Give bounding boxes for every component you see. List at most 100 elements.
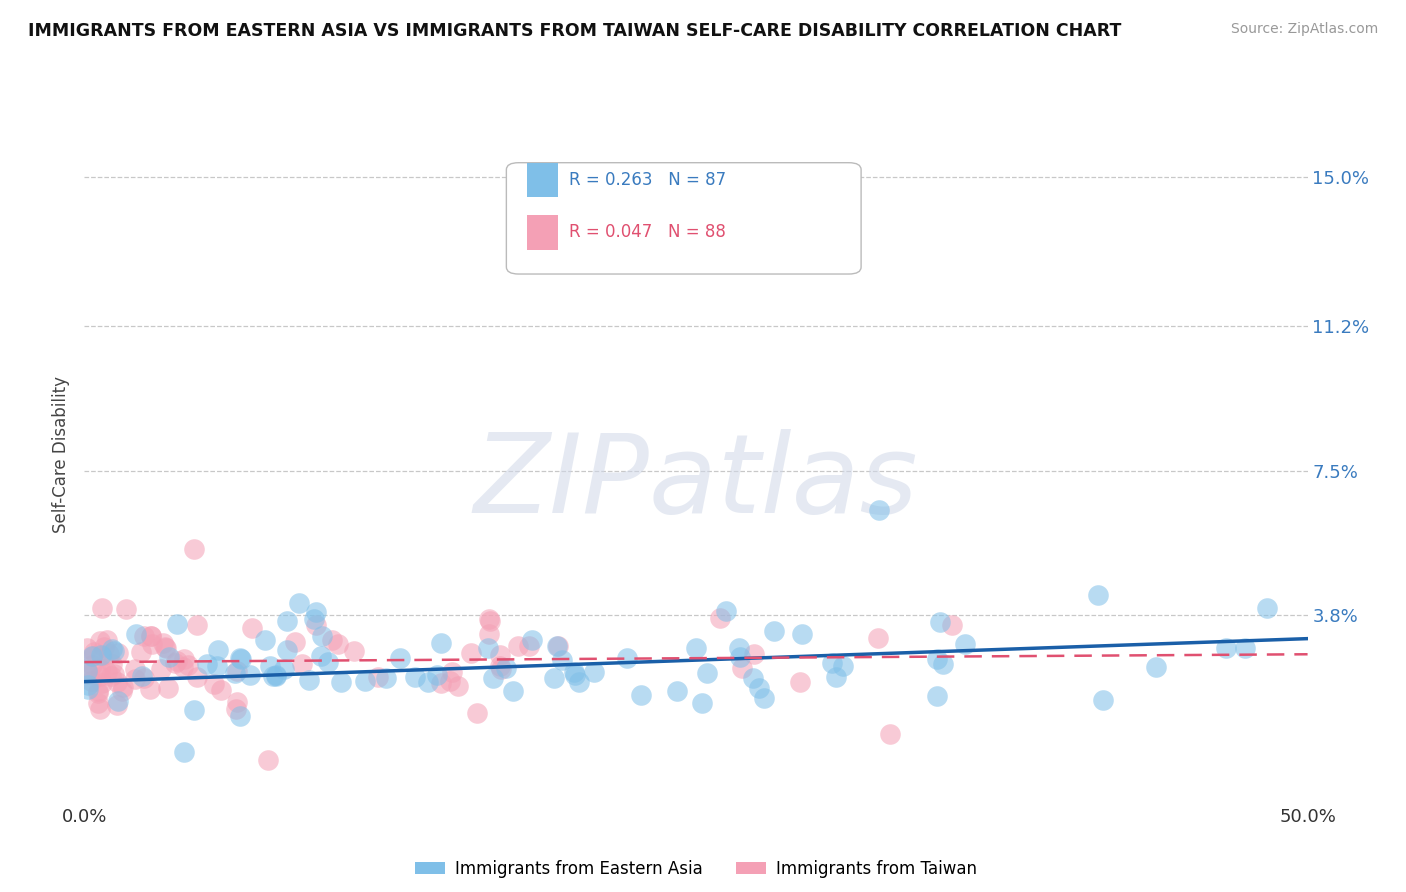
Point xyxy=(728,641,751,656)
Point xyxy=(564,665,586,679)
Bar xyxy=(527,162,558,197)
Point xyxy=(927,652,949,666)
Point xyxy=(624,217,647,231)
Text: ZIPatlas: ZIPatlas xyxy=(474,429,918,536)
Point xyxy=(225,702,247,716)
Point xyxy=(491,662,513,676)
Point xyxy=(1144,660,1167,674)
Point xyxy=(430,636,453,650)
Point xyxy=(202,677,225,691)
Point xyxy=(207,659,229,673)
Point xyxy=(183,541,205,556)
Point xyxy=(316,655,339,669)
Point xyxy=(157,649,180,664)
Point xyxy=(304,605,326,619)
Point xyxy=(502,684,524,698)
Point xyxy=(111,684,134,698)
Text: R = 0.263   N = 87: R = 0.263 N = 87 xyxy=(569,171,725,189)
Point xyxy=(224,666,246,681)
Point xyxy=(105,698,128,712)
Point xyxy=(207,643,229,657)
Bar xyxy=(527,215,558,250)
Point xyxy=(197,657,219,671)
Point xyxy=(665,684,688,698)
Point xyxy=(696,666,718,681)
Point xyxy=(489,648,512,663)
Point xyxy=(89,634,111,648)
Point xyxy=(447,679,470,693)
Point xyxy=(100,669,122,683)
Point xyxy=(367,670,389,684)
Point xyxy=(97,647,120,661)
Point xyxy=(101,657,124,671)
Point xyxy=(112,680,135,694)
FancyBboxPatch shape xyxy=(506,162,860,274)
Point xyxy=(82,657,104,672)
Point xyxy=(287,596,309,610)
Point xyxy=(302,612,325,626)
Point xyxy=(482,671,505,685)
Point xyxy=(226,695,249,709)
Text: IMMIGRANTS FROM EASTERN ASIA VS IMMIGRANTS FROM TAIWAN SELF-CARE DISABILITY CORR: IMMIGRANTS FROM EASTERN ASIA VS IMMIGRAN… xyxy=(28,22,1122,40)
Point xyxy=(103,667,125,681)
Point xyxy=(91,600,114,615)
Point xyxy=(231,651,253,665)
Point xyxy=(83,645,105,659)
Point xyxy=(321,633,343,648)
Point xyxy=(89,702,111,716)
Point xyxy=(354,674,377,689)
Point xyxy=(690,696,713,710)
Point xyxy=(257,753,280,767)
Point xyxy=(564,667,586,681)
Point xyxy=(134,629,156,643)
Point xyxy=(82,648,104,663)
Point xyxy=(172,660,194,674)
Point xyxy=(96,633,118,648)
Point xyxy=(76,663,98,677)
Point xyxy=(630,689,652,703)
Point xyxy=(305,617,328,632)
Point xyxy=(388,650,411,665)
Point xyxy=(495,661,517,675)
Point xyxy=(329,674,352,689)
Point xyxy=(477,641,499,656)
Point xyxy=(80,674,103,689)
Point xyxy=(141,629,163,643)
Point xyxy=(824,670,846,684)
Point xyxy=(262,669,284,683)
Point xyxy=(153,640,176,655)
Point xyxy=(478,627,501,641)
Point xyxy=(183,703,205,717)
Point xyxy=(728,649,751,664)
Point xyxy=(1234,641,1257,656)
Point xyxy=(583,665,606,680)
Point xyxy=(731,660,754,674)
Point xyxy=(105,674,128,689)
Point xyxy=(166,654,188,668)
Point xyxy=(266,668,288,682)
Point xyxy=(375,671,398,685)
Point xyxy=(869,502,891,516)
Point xyxy=(89,668,111,682)
Point xyxy=(328,637,350,651)
Point xyxy=(714,604,737,618)
Point xyxy=(139,629,162,643)
Point xyxy=(928,615,950,629)
Point xyxy=(925,689,948,703)
Point xyxy=(89,662,111,676)
Point xyxy=(173,651,195,665)
Point xyxy=(742,671,765,685)
Point xyxy=(932,657,955,671)
Point xyxy=(941,618,963,632)
Point xyxy=(309,648,332,663)
Point xyxy=(426,667,449,681)
Point xyxy=(225,664,247,678)
Point xyxy=(86,697,108,711)
Point xyxy=(709,611,731,625)
Point xyxy=(821,656,844,670)
Point xyxy=(1087,588,1109,602)
Point xyxy=(124,662,146,676)
Point xyxy=(273,662,295,676)
Point xyxy=(439,673,461,688)
Point xyxy=(239,668,262,682)
